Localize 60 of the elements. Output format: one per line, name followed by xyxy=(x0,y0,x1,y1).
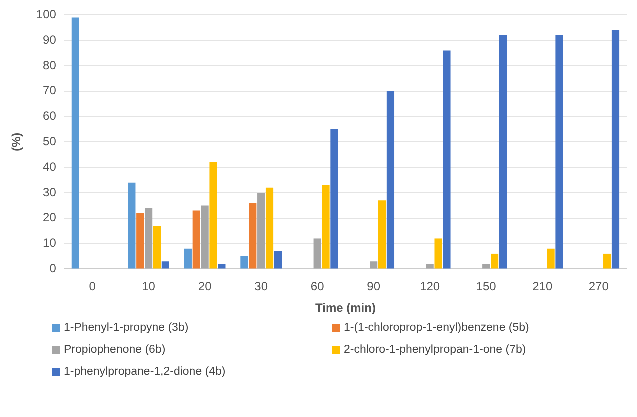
bar xyxy=(443,50,451,269)
bar xyxy=(184,248,192,269)
bar xyxy=(556,36,564,269)
x-tick-label: 210 xyxy=(532,280,553,294)
bar xyxy=(210,162,218,269)
x-tick-label: 150 xyxy=(476,280,497,294)
x-tick-label: 60 xyxy=(310,280,325,294)
x-tick-label: 0 xyxy=(89,280,96,294)
bar xyxy=(240,256,248,269)
bar xyxy=(266,188,274,269)
bar xyxy=(145,208,153,269)
legend-label: Propiophenone (6b) xyxy=(64,344,166,356)
bar xyxy=(274,251,282,269)
bar xyxy=(434,238,442,269)
y-tick-label: 80 xyxy=(43,58,57,72)
bar xyxy=(72,18,80,269)
x-tick-label: 270 xyxy=(588,280,610,294)
x-tick-label: 30 xyxy=(254,280,268,294)
bar xyxy=(490,254,499,269)
bar xyxy=(136,213,144,269)
x-tick-label: 10 xyxy=(142,280,156,294)
legend-label: 2-chloro-1-phenylpropan-1-one (7b) xyxy=(344,344,526,356)
bar xyxy=(612,30,620,269)
y-axis-title: (%) xyxy=(10,132,24,152)
bar xyxy=(162,262,170,269)
y-tick-label: 30 xyxy=(43,185,57,200)
bar xyxy=(201,206,209,269)
bar xyxy=(370,262,378,269)
bar xyxy=(330,130,338,269)
bar xyxy=(249,203,257,269)
bar xyxy=(386,91,395,269)
legend-label: 1-(1-chloroprop-1-enyl)benzene (5b) xyxy=(344,322,530,334)
x-tick-label: 120 xyxy=(420,280,440,294)
bar xyxy=(128,182,136,269)
y-tick-label: 50 xyxy=(43,134,57,149)
legend-label: 1-phenylpropane-1,2-dione (4b) xyxy=(64,366,226,378)
bar xyxy=(192,210,200,269)
x-tick-label: 20 xyxy=(198,280,212,294)
bar xyxy=(482,264,490,269)
y-tick-label: 0 xyxy=(50,262,57,276)
bar xyxy=(378,200,386,269)
y-tick-label: 90 xyxy=(43,32,57,47)
y-tick-label: 10 xyxy=(43,236,57,250)
bar xyxy=(547,248,555,269)
y-tick-label: 20 xyxy=(43,210,57,225)
x-axis-title: Time (min) xyxy=(315,301,376,316)
y-tick-label: 70 xyxy=(43,84,57,98)
bar xyxy=(153,226,162,269)
bar xyxy=(218,264,226,269)
bar xyxy=(314,238,322,269)
x-tick-label: 90 xyxy=(367,280,381,294)
bar xyxy=(258,193,266,269)
bar xyxy=(604,254,612,269)
y-tick-label: 100 xyxy=(36,8,57,22)
y-tick-label: 60 xyxy=(43,109,57,124)
bar xyxy=(322,185,330,269)
bar xyxy=(426,264,434,269)
legend-label: 1-Phenyl-1-propyne (3b) xyxy=(64,322,189,334)
y-tick-label: 40 xyxy=(43,160,57,174)
bar xyxy=(499,36,508,269)
